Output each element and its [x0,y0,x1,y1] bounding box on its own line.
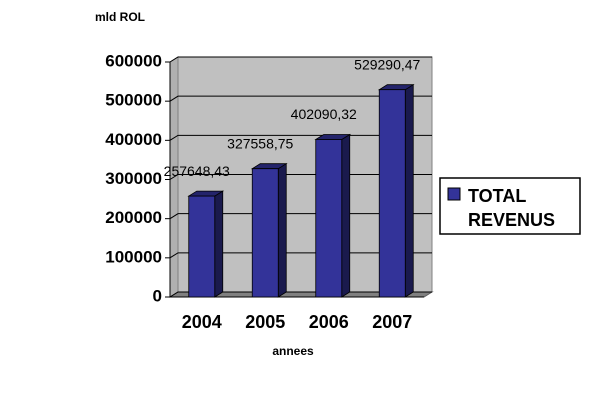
bar [378,89,406,298]
data-label: 402090,32 [291,106,357,122]
legend-swatch [447,187,461,201]
x-axis-label: annees [272,344,314,358]
y-tick-label: 500000 [105,91,162,110]
y-tick-label: 300000 [105,169,162,188]
bar-side [214,190,224,298]
grid-line [169,95,432,102]
data-label: 327558,75 [227,135,293,151]
legend-box [439,177,581,235]
y-tick-label: 600000 [105,51,162,70]
bar [251,168,279,298]
x-tick-label: 2004 [182,312,222,332]
bar [315,139,343,298]
y-tick-label: 100000 [105,247,162,266]
legend-label: TOTAL REVENUS [468,186,556,230]
y-axis-label: mld ROL [95,10,145,24]
data-label: 257648,43 [164,163,230,179]
y-tick-label: 0 [153,286,162,305]
data-label: 529290,47 [354,56,420,72]
x-tick-label: 2007 [372,312,412,332]
y-tick-label: 400000 [105,130,162,149]
y-tick-label: 200000 [105,208,162,227]
grid-line [169,56,432,63]
x-tick-label: 2006 [309,312,349,332]
x-tick-label: 2005 [245,312,285,332]
bar-side [277,162,287,298]
bar-side [404,83,414,298]
bar-side [341,133,351,298]
bar [188,195,216,298]
